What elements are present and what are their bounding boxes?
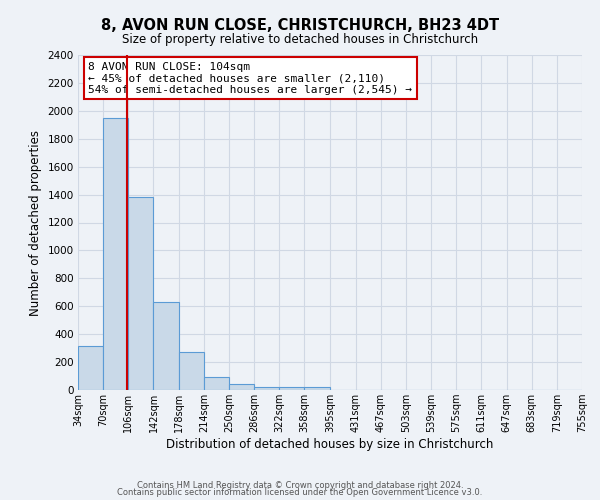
Bar: [154, 302, 179, 390]
Bar: [254, 386, 280, 390]
Text: Size of property relative to detached houses in Christchurch: Size of property relative to detached ho…: [122, 32, 478, 46]
Bar: [179, 352, 204, 390]
Bar: [204, 376, 229, 390]
Y-axis label: Number of detached properties: Number of detached properties: [29, 130, 42, 316]
X-axis label: Distribution of detached houses by size in Christchurch: Distribution of detached houses by size …: [166, 438, 494, 451]
Bar: [103, 118, 128, 390]
Bar: [78, 346, 103, 390]
Text: Contains public sector information licensed under the Open Government Licence v3: Contains public sector information licen…: [118, 488, 482, 497]
Bar: [280, 387, 304, 390]
Text: 8 AVON RUN CLOSE: 104sqm
← 45% of detached houses are smaller (2,110)
54% of sem: 8 AVON RUN CLOSE: 104sqm ← 45% of detach…: [88, 62, 412, 95]
Text: 8, AVON RUN CLOSE, CHRISTCHURCH, BH23 4DT: 8, AVON RUN CLOSE, CHRISTCHURCH, BH23 4D…: [101, 18, 499, 32]
Bar: [304, 388, 331, 390]
Bar: [128, 198, 154, 390]
Bar: [229, 384, 254, 390]
Text: Contains HM Land Registry data © Crown copyright and database right 2024.: Contains HM Land Registry data © Crown c…: [137, 480, 463, 490]
